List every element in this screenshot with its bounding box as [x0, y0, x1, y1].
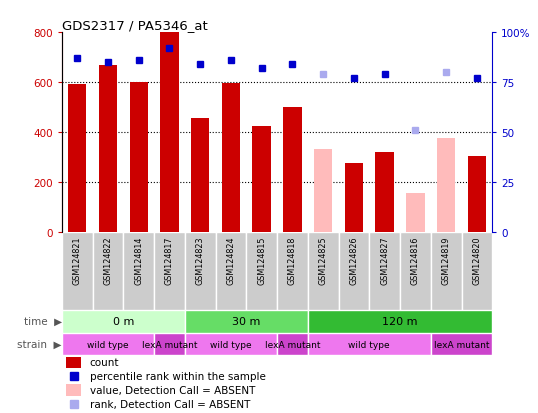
Bar [252, 126, 271, 232]
Bar [154, 232, 185, 310]
Bar [123, 232, 154, 310]
Text: GSM124816: GSM124816 [411, 236, 420, 284]
Bar [222, 84, 240, 232]
Bar [431, 333, 492, 356]
Bar [277, 333, 308, 356]
Bar [431, 232, 462, 310]
Bar [437, 139, 455, 232]
Bar [376, 152, 394, 232]
Text: time  ▶: time ▶ [24, 316, 62, 326]
Bar [308, 333, 431, 356]
Text: 0 m: 0 m [112, 316, 134, 326]
Text: GSM124817: GSM124817 [165, 236, 174, 284]
Bar [66, 385, 81, 396]
Bar [62, 232, 93, 310]
Text: GSM124820: GSM124820 [472, 236, 482, 284]
Bar [191, 119, 209, 232]
Bar [406, 193, 424, 232]
Bar [185, 333, 277, 356]
Text: count: count [90, 357, 119, 367]
Bar [66, 357, 81, 368]
Text: GSM124826: GSM124826 [349, 236, 358, 284]
Bar [314, 150, 332, 232]
Text: percentile rank within the sample: percentile rank within the sample [90, 371, 266, 381]
Text: GSM124827: GSM124827 [380, 236, 389, 285]
Bar [216, 232, 246, 310]
Bar [308, 232, 338, 310]
Bar [369, 232, 400, 310]
Bar [130, 83, 148, 232]
Bar [345, 164, 363, 232]
Text: lexA mutant: lexA mutant [434, 340, 489, 349]
Text: 30 m: 30 m [232, 316, 260, 326]
Text: GSM124821: GSM124821 [73, 236, 82, 284]
Bar [99, 65, 117, 232]
Bar [185, 310, 308, 333]
Text: GSM124823: GSM124823 [196, 236, 205, 284]
Text: wild type: wild type [87, 340, 129, 349]
Text: GSM124814: GSM124814 [134, 236, 143, 284]
Text: rank, Detection Call = ABSENT: rank, Detection Call = ABSENT [90, 399, 250, 408]
Bar [160, 33, 179, 232]
Text: wild type: wild type [349, 340, 390, 349]
Bar [62, 310, 185, 333]
Bar [462, 232, 492, 310]
Text: GSM124824: GSM124824 [226, 236, 236, 284]
Bar [308, 310, 492, 333]
Text: GSM124815: GSM124815 [257, 236, 266, 284]
Text: lexA mutant: lexA mutant [265, 340, 320, 349]
Bar [277, 232, 308, 310]
Text: GDS2317 / PA5346_at: GDS2317 / PA5346_at [62, 19, 208, 32]
Text: GSM124819: GSM124819 [442, 236, 451, 284]
Bar [154, 333, 185, 356]
Bar [68, 85, 87, 232]
Bar [93, 232, 123, 310]
Text: wild type: wild type [210, 340, 252, 349]
Text: lexA mutant: lexA mutant [141, 340, 197, 349]
Bar [62, 333, 154, 356]
Text: value, Detection Call = ABSENT: value, Detection Call = ABSENT [90, 385, 255, 395]
Text: GSM124825: GSM124825 [318, 236, 328, 285]
Text: GSM124822: GSM124822 [103, 236, 112, 285]
Bar [246, 232, 277, 310]
Bar [283, 108, 302, 232]
Text: GSM124818: GSM124818 [288, 236, 297, 284]
Bar [185, 232, 216, 310]
Text: 120 m: 120 m [383, 316, 418, 326]
Bar [468, 156, 486, 232]
Bar [400, 232, 431, 310]
Bar [338, 232, 369, 310]
Text: strain  ▶: strain ▶ [17, 339, 62, 349]
